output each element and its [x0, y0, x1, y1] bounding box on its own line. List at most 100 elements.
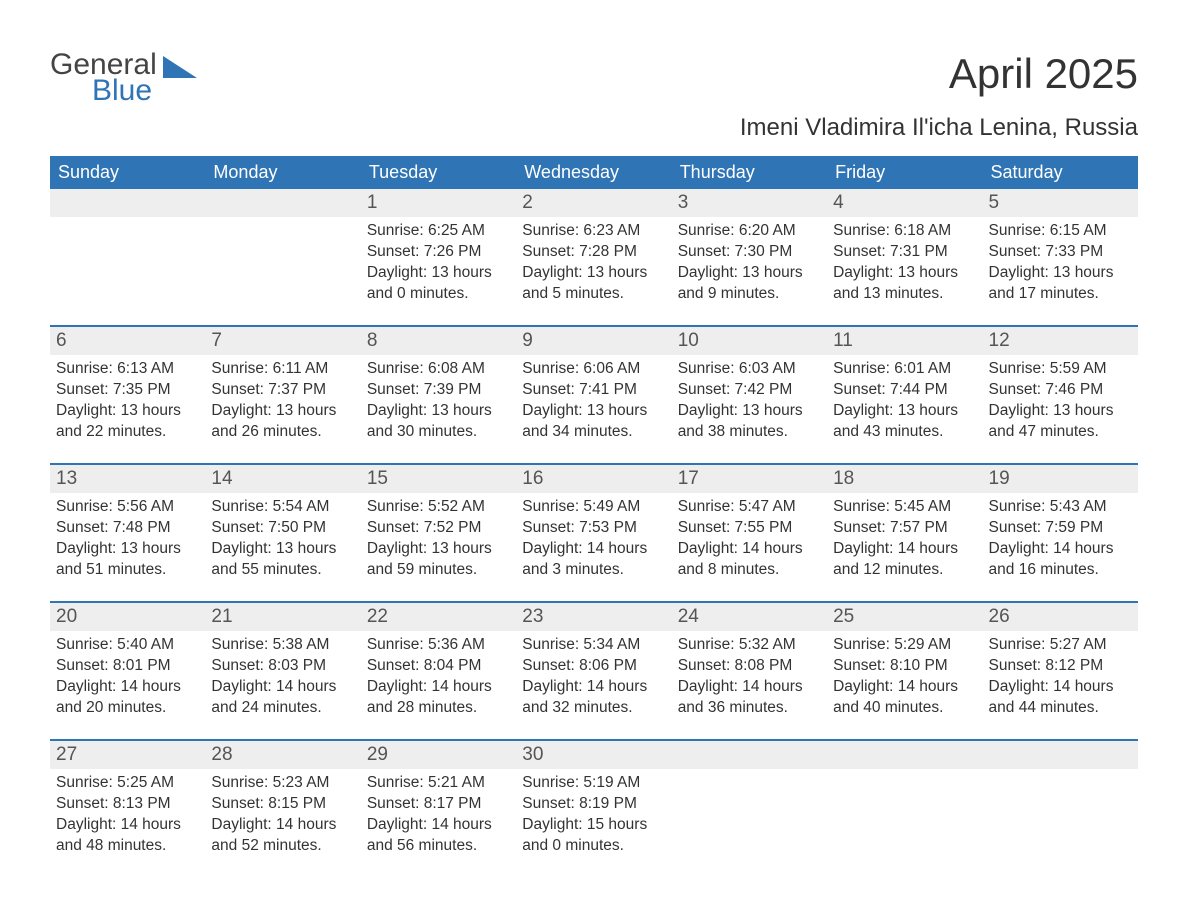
day-number: 17 — [672, 465, 827, 493]
logo: General Blue — [50, 50, 197, 106]
daylight-line: Daylight: 14 hours and 12 minutes. — [833, 539, 976, 581]
page-title: April 2025 — [949, 50, 1138, 98]
daylight-line: Daylight: 13 hours and 38 minutes. — [678, 401, 821, 443]
day-cell: Sunrise: 6:15 AMSunset: 7:33 PMDaylight:… — [983, 217, 1138, 311]
day-number: 8 — [361, 327, 516, 355]
sunset-line: Sunset: 7:30 PM — [678, 242, 821, 263]
sunrise-line: Sunrise: 6:20 AM — [678, 221, 821, 242]
day-content-row: Sunrise: 6:13 AMSunset: 7:35 PM Daylight:… — [50, 355, 1138, 463]
day-cell: Sunrise: 5:49 AMSunset: 7:53 PMDaylight:… — [516, 493, 671, 587]
sunrise-line: Sunrise: 5:54 AM — [211, 497, 354, 518]
sunrise-line: Sunrise: 6:13 AM — [56, 359, 199, 380]
day-cell: Sunrise: 6:11 AMSunset: 7:37 PMDaylight:… — [205, 355, 360, 449]
day-cell: Sunrise: 5:43 AMSunset: 7:59 PMDaylight:… — [983, 493, 1138, 587]
sunrise-line: Sunrise: 6:06 AM — [522, 359, 665, 380]
dow-cell: Wednesday — [516, 156, 671, 189]
sunrise-line: Sunrise: 5:36 AM — [367, 635, 510, 656]
sunrise-line: Sunrise: 6:23 AM — [522, 221, 665, 242]
sunset-line: Sunset: 7:39 PM — [367, 380, 510, 401]
sunset-line: Sunset: 7:42 PM — [678, 380, 821, 401]
day-number: 10 — [672, 327, 827, 355]
daylight-line: Daylight: 13 hours and 30 minutes. — [367, 401, 510, 443]
sunset-line: Sunset: 8:10 PM — [833, 656, 976, 677]
sunset-line: Sunset: 7:31 PM — [833, 242, 976, 263]
sunset-line: Sunset: 7:41 PM — [522, 380, 665, 401]
day-number: 4 — [827, 189, 982, 217]
day-number: 9 — [516, 327, 671, 355]
week-block: 27282930Sunrise: 5:25 AMSunset: 8:13 PMD… — [50, 739, 1138, 877]
day-cell: Sunrise: 5:56 AMSunset: 7:48 PMDaylight:… — [50, 493, 205, 587]
daylight-line: Daylight: 13 hours and 59 minutes. — [367, 539, 510, 581]
day-cell — [205, 217, 360, 311]
day-cell: Sunrise: 5:52 AMSunset: 7:52 PMDaylight:… — [361, 493, 516, 587]
daylight-line: Daylight: 14 hours and 40 minutes. — [833, 677, 976, 719]
dow-cell: Saturday — [983, 156, 1138, 189]
sunset-line: Sunset: 7:53 PM — [522, 518, 665, 539]
daylight-line: Daylight: 13 hours and 17 minutes. — [989, 263, 1132, 305]
sunset-line: Sunset: 7:35 PM — [56, 380, 199, 401]
sunrise-line: Sunrise: 5:40 AM — [56, 635, 199, 656]
sunrise-line: Sunrise: 5:34 AM — [522, 635, 665, 656]
day-number: 24 — [672, 603, 827, 631]
day-cell: Sunrise: 5:59 AMSunset: 7:46 PMDaylight:… — [983, 355, 1138, 449]
day-cell: Sunrise: 5:21 AMSunset: 8:17 PMDaylight:… — [361, 769, 516, 863]
dow-cell: Sunday — [50, 156, 205, 189]
week-block: 13141516171819Sunrise: 5:56 AMSunset: 7:… — [50, 463, 1138, 601]
sunrise-line: Sunrise: 5:32 AM — [678, 635, 821, 656]
sunset-line: Sunset: 8:12 PM — [989, 656, 1132, 677]
sunrise-line: Sunrise: 5:19 AM — [522, 773, 665, 794]
daylight-line: Daylight: 14 hours and 48 minutes. — [56, 815, 199, 857]
daylight-line: Daylight: 13 hours and 9 minutes. — [678, 263, 821, 305]
day-number: 25 — [827, 603, 982, 631]
day-number: 19 — [983, 465, 1138, 493]
day-number: 12 — [983, 327, 1138, 355]
day-number: 30 — [516, 741, 671, 769]
day-number: 23 — [516, 603, 671, 631]
sunset-line: Sunset: 7:50 PM — [211, 518, 354, 539]
day-number: 1 — [361, 189, 516, 217]
day-cell: Sunrise: 6:20 AMSunset: 7:30 PMDaylight:… — [672, 217, 827, 311]
day-number: 11 — [827, 327, 982, 355]
day-cell — [983, 769, 1138, 863]
day-number: 16 — [516, 465, 671, 493]
sunrise-line: Sunrise: 6:11 AM — [211, 359, 354, 380]
day-content-row: Sunrise: 5:40 AMSunset: 8:01 PMDaylight:… — [50, 631, 1138, 739]
day-cell — [50, 217, 205, 311]
day-number-row: 27282930 — [50, 741, 1138, 769]
day-cell: Sunrise: 5:25 AMSunset: 8:13 PMDaylight:… — [50, 769, 205, 863]
daylight-line: Daylight: 14 hours and 20 minutes. — [56, 677, 199, 719]
day-content-row: Sunrise: 5:25 AMSunset: 8:13 PMDaylight:… — [50, 769, 1138, 877]
sunrise-line: Sunrise: 5:27 AM — [989, 635, 1132, 656]
day-number: 3 — [672, 189, 827, 217]
sunrise-line: Sunrise: 5:43 AM — [989, 497, 1132, 518]
sunrise-line: Sunrise: 5:56 AM — [56, 497, 199, 518]
day-number: 27 — [50, 741, 205, 769]
dow-cell: Monday — [205, 156, 360, 189]
day-number-row: 12345 — [50, 189, 1138, 217]
sunrise-line: Sunrise: 6:08 AM — [367, 359, 510, 380]
sunset-line: Sunset: 8:17 PM — [367, 794, 510, 815]
sunset-line: Sunset: 7:59 PM — [989, 518, 1132, 539]
day-cell: Sunrise: 6:08 AMSunset: 7:39 PMDaylight:… — [361, 355, 516, 449]
sunset-line: Sunset: 8:13 PM — [56, 794, 199, 815]
sunrise-line: Sunrise: 5:47 AM — [678, 497, 821, 518]
day-content-row: Sunrise: 6:25 AMSunset: 7:26 PMDaylight:… — [50, 217, 1138, 325]
day-cell: Sunrise: 5:23 AMSunset: 8:15 PMDaylight:… — [205, 769, 360, 863]
sunset-line: Sunset: 7:33 PM — [989, 242, 1132, 263]
sunset-line: Sunset: 8:15 PM — [211, 794, 354, 815]
sunrise-line: Sunrise: 5:23 AM — [211, 773, 354, 794]
sunset-line: Sunset: 7:52 PM — [367, 518, 510, 539]
day-number-row: 20212223242526 — [50, 603, 1138, 631]
day-number-row: 13141516171819 — [50, 465, 1138, 493]
day-cell: Sunrise: 5:29 AMSunset: 8:10 PMDaylight:… — [827, 631, 982, 725]
daylight-line: Daylight: 13 hours and 0 minutes. — [367, 263, 510, 305]
daylight-line: Daylight: 13 hours and 26 minutes. — [211, 401, 354, 443]
sunrise-line: Sunrise: 5:45 AM — [833, 497, 976, 518]
day-cell — [827, 769, 982, 863]
day-number: 14 — [205, 465, 360, 493]
header: General Blue April 2025 — [50, 50, 1138, 106]
day-cell: Sunrise: 6:18 AMSunset: 7:31 PMDaylight:… — [827, 217, 982, 311]
day-number: 18 — [827, 465, 982, 493]
daylight-line: Daylight: 14 hours and 56 minutes. — [367, 815, 510, 857]
day-cell: Sunrise: 5:27 AMSunset: 8:12 PMDaylight:… — [983, 631, 1138, 725]
